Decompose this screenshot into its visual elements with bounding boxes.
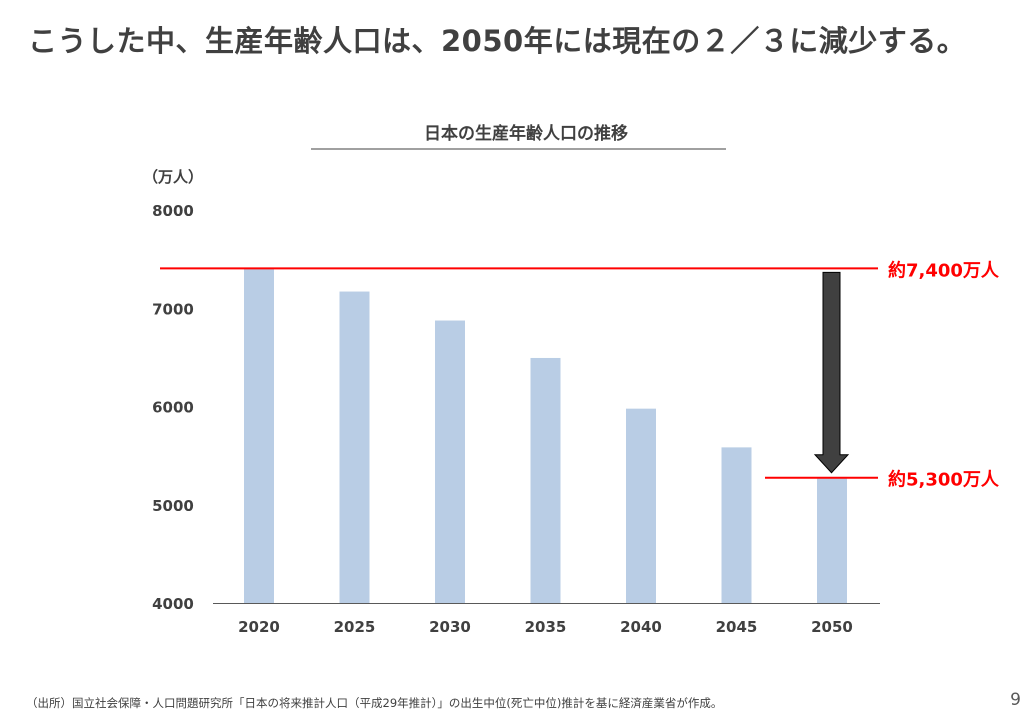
chart-title: 日本の生産年齢人口の推移: [424, 123, 628, 144]
x-tick-label: 2050: [811, 618, 853, 636]
x-tick-label: 2040: [620, 618, 662, 636]
y-axis-unit-label: （万人）: [143, 168, 203, 186]
bar-2045: [721, 447, 752, 603]
slide-title: こうした中、生産年齢人口は、2050年には現在の２／３に減少する。: [28, 24, 967, 58]
y-tick-label: 5000: [152, 497, 194, 515]
y-tick-label: 7000: [152, 300, 194, 318]
bar-2020: [244, 268, 274, 603]
bar-2050: [817, 477, 847, 603]
x-tick-label: 2025: [334, 618, 376, 636]
bar-2035: [530, 357, 561, 603]
bar-2030: [435, 320, 465, 603]
bar-2025: [339, 291, 370, 603]
x-tick-label: 2035: [525, 618, 567, 636]
x-tick-label: 2045: [716, 618, 758, 636]
y-tick-label: 6000: [152, 399, 194, 417]
y-tick-label: 4000: [152, 595, 194, 613]
source-note: （出所）国立社会保障・人口問題研究所「日本の将来推計人口（平成29年推計）」の出…: [26, 696, 723, 710]
down-arrow-icon: [813, 271, 850, 474]
y-tick-label: 8000: [152, 202, 194, 220]
x-tick-label: 2030: [429, 618, 471, 636]
x-tick-label: 2020: [238, 618, 280, 636]
bar-2040: [626, 408, 656, 603]
page-number: 9: [1010, 690, 1021, 710]
annotation-label: 約7,400万人: [888, 259, 1000, 281]
annotation-label: 約5,300万人: [888, 469, 1000, 491]
